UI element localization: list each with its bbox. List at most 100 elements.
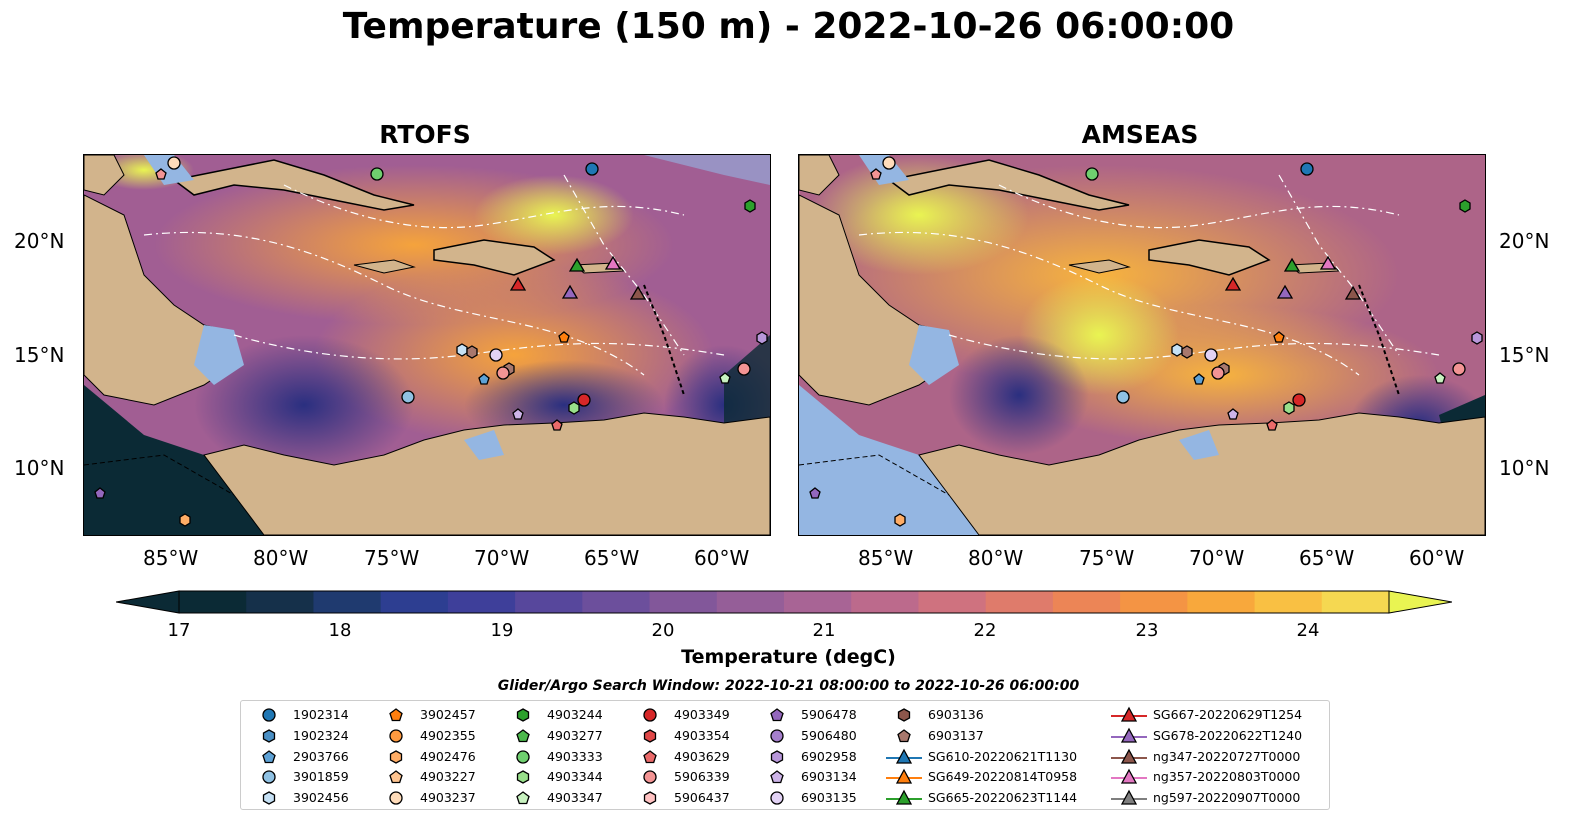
colorbar-cell <box>246 591 315 613</box>
colorbar-cell <box>1120 591 1188 613</box>
hexagon-marker-icon <box>770 749 784 764</box>
colorbar-tick-21: 21 <box>812 620 836 641</box>
legend-label: 5906339 <box>674 769 730 785</box>
legend-label: 4903354 <box>674 727 730 743</box>
legend-label: 5906437 <box>674 790 730 806</box>
lat-label-15n-left: 15°N <box>14 343 65 367</box>
legend-label: 6903135 <box>801 790 857 806</box>
legend-label: 3902456 <box>293 790 349 806</box>
circle-marker-icon <box>516 749 530 764</box>
circle-marker-icon <box>389 791 403 805</box>
hexagon-marker-icon <box>643 729 657 743</box>
legend-label: SG667-20220629T1254 <box>1153 707 1303 722</box>
lat-label-10n-left: 10°N <box>14 456 65 480</box>
colorbar-cell <box>918 591 987 613</box>
legend-label: 4903347 <box>547 790 603 806</box>
circle-marker-icon <box>770 729 784 743</box>
panel-title-amseas: AMSEAS <box>1081 120 1199 149</box>
colorbar-tick-20: 20 <box>651 620 675 641</box>
colorbar-cell <box>582 591 651 613</box>
triangle-line-marker-icon <box>886 769 922 785</box>
triangle-line-marker-icon <box>1111 706 1147 722</box>
colorbar-tick-24: 24 <box>1296 620 1320 641</box>
colorbar-cell <box>179 591 247 613</box>
legend-label: ng597-20220907T0000 <box>1153 790 1301 806</box>
legend-label: 4903277 <box>547 727 603 743</box>
legend-label: 4903629 <box>674 748 730 764</box>
circle-marker-icon <box>770 791 784 805</box>
colorbar-cell <box>716 591 785 613</box>
lat-label-15n-right: 15°N <box>1499 343 1550 367</box>
hexagon-marker-icon <box>897 708 911 722</box>
lon-label-75w-right: 75°W <box>1079 546 1135 570</box>
map-amseas <box>798 154 1486 536</box>
pentagon-marker-icon <box>516 791 530 805</box>
hexagon-marker-icon <box>516 708 530 722</box>
triangle-line-marker-icon <box>886 748 922 764</box>
legend-label: ng357-20220803T0000 <box>1153 769 1301 785</box>
legend-label: 4902476 <box>420 748 476 764</box>
lon-label-80w-right: 80°W <box>968 546 1024 570</box>
lon-label-85w-left: 85°W <box>143 546 199 570</box>
circle-marker-icon <box>262 770 276 785</box>
legend-label: 3901859 <box>293 769 349 785</box>
circle-marker-icon <box>643 770 657 785</box>
legend-label: 6903136 <box>928 707 984 722</box>
colorbar-cell <box>515 591 583 613</box>
legend-label: 6903137 <box>928 727 984 743</box>
legend-label: SG649-20220814T0958 <box>928 769 1078 785</box>
legend-label: 4903333 <box>547 748 603 764</box>
circle-marker-icon <box>262 708 276 722</box>
triangle-line-marker-icon <box>886 789 922 805</box>
legend-label: SG610-20220621T1130 <box>928 748 1078 764</box>
lat-label-20n-right: 20°N <box>1499 229 1550 253</box>
colorbar-cell <box>985 591 1054 613</box>
hexagon-marker-icon <box>389 749 403 764</box>
hexagon-marker-icon <box>262 791 276 805</box>
lon-label-70w-left: 70°W <box>474 546 530 570</box>
pentagon-marker-icon <box>897 728 911 742</box>
hexagon-marker-icon <box>262 729 276 743</box>
lon-label-75w-left: 75°W <box>364 546 420 570</box>
search-window-caption: Glider/Argo Search Window: 2022-10-21 08… <box>497 678 1080 694</box>
colorbar-tick-23: 23 <box>1135 620 1159 641</box>
colorbar-tick-18: 18 <box>328 620 352 641</box>
pentagon-marker-icon <box>516 728 530 742</box>
legend-label: ng347-20220727T0000 <box>1153 748 1301 764</box>
lat-label-10n-right: 10°N <box>1499 456 1550 480</box>
pentagon-marker-icon <box>643 749 657 763</box>
pentagon-marker-icon <box>389 708 403 722</box>
lon-label-85w-right: 85°W <box>858 546 914 570</box>
lon-label-80w-left: 80°W <box>253 546 309 570</box>
colorbar-tick-19: 19 <box>490 620 514 641</box>
triangle-line-marker-icon <box>1111 727 1147 743</box>
colorbar-cell <box>447 591 516 613</box>
hexagon-marker-icon <box>516 770 530 785</box>
legend-label: SG678-20220622T1240 <box>1153 727 1303 743</box>
legend: 1902314 1902324 2903766 3901859 3902456 39024… <box>240 700 1330 810</box>
lon-label-65w-left: 65°W <box>584 546 640 570</box>
legend-label: 1902314 <box>293 707 349 722</box>
legend-label: 4902355 <box>420 727 476 743</box>
colorbar-cell <box>649 591 718 613</box>
lat-label-20n-left: 20°N <box>14 229 65 253</box>
colorbar-cell <box>784 591 852 613</box>
legend-label: 6902958 <box>801 748 857 764</box>
legend-label: 4903344 <box>547 769 603 785</box>
colorbar-cell <box>313 591 382 613</box>
pentagon-marker-icon <box>770 770 784 784</box>
legend-label: 4903237 <box>420 790 476 806</box>
pentagon-marker-icon <box>389 770 403 784</box>
legend-label: 4903349 <box>674 707 730 722</box>
colorbar-tick-22: 22 <box>973 620 997 641</box>
colorbar-under-arrow <box>116 590 180 614</box>
map-rtofs <box>83 154 771 536</box>
legend-label: 1902324 <box>293 727 349 743</box>
triangle-line-marker-icon <box>1111 748 1147 764</box>
colorbar-cell <box>851 591 920 613</box>
lon-label-70w-right: 70°W <box>1189 546 1245 570</box>
panel-title-rtofs: RTOFS <box>379 120 471 149</box>
legend-label: SG665-20220623T1144 <box>928 790 1078 806</box>
lon-label-60w-right: 60°W <box>1409 546 1465 570</box>
legend-label: 6903134 <box>801 769 857 785</box>
